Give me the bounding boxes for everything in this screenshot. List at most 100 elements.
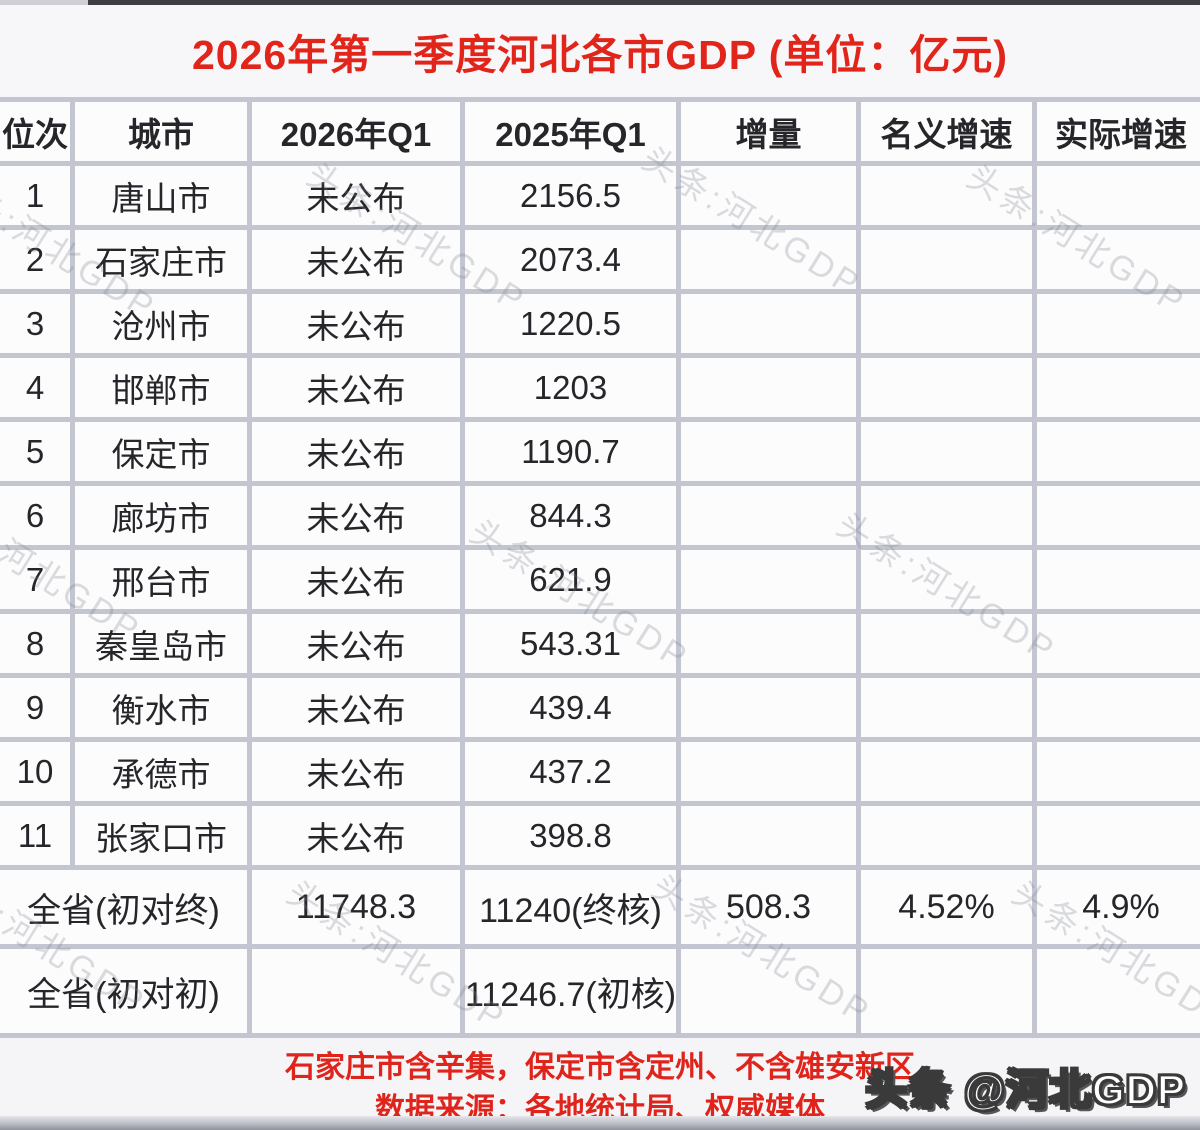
table-row: 4 邯郸市 未公布 1203: [0, 353, 1200, 422]
q2025-cell: 398.8: [460, 801, 681, 870]
rank-cell: 10: [0, 737, 75, 806]
city-cell: 邢台市: [70, 545, 252, 614]
delta-cell: [676, 737, 861, 806]
table-row: 5 保定市 未公布 1190.7: [0, 417, 1200, 486]
nominal-growth-cell: [856, 225, 1037, 294]
table-row: 6 廊坊市 未公布 844.3: [0, 481, 1200, 550]
real-growth-cell: [1032, 545, 1200, 614]
table-row: 8 秦皇岛市 未公布 543.31: [0, 609, 1200, 678]
real-growth-cell: [1032, 673, 1200, 742]
nominal-growth-cell: [856, 353, 1037, 422]
top-edge-bar: [0, 0, 1200, 5]
delta-cell: [676, 944, 861, 1038]
col-header-2026q1: 2026年Q1: [247, 97, 465, 166]
nominal-growth-cell: [856, 944, 1037, 1038]
q2025-cell: 2073.4: [460, 225, 681, 294]
real-growth-cell: [1032, 944, 1200, 1038]
city-cell: 承德市: [70, 737, 252, 806]
delta-cell: [676, 673, 861, 742]
table-row: 9 衡水市 未公布 439.4: [0, 673, 1200, 742]
nominal-growth-cell: [856, 417, 1037, 486]
q2025-cell: 844.3: [460, 481, 681, 550]
gdp-table: 位次 城市 2026年Q1 2025年Q1 增量 名义增速 实际增速 1 唐山市…: [0, 97, 1200, 1038]
real-growth-cell: [1032, 161, 1200, 230]
nominal-growth-cell: [856, 737, 1037, 806]
nominal-growth-cell: 4.52%: [856, 865, 1037, 949]
nominal-growth-cell: [856, 609, 1037, 678]
real-growth-cell: [1032, 481, 1200, 550]
rank-cell: 8: [0, 609, 75, 678]
q2025-cell: 11246.7(初核): [460, 944, 681, 1038]
city-cell: 廊坊市: [70, 481, 252, 550]
delta-cell: [676, 545, 861, 614]
nominal-growth-cell: [856, 673, 1037, 742]
q2025-cell: 11240(终核): [460, 865, 681, 949]
real-growth-cell: [1032, 609, 1200, 678]
col-header-rank: 位次: [0, 97, 75, 166]
q2025-cell: 2156.5: [460, 161, 681, 230]
q2026-cell: 11748.3: [247, 865, 465, 949]
col-header-real-growth: 实际增速: [1032, 97, 1200, 166]
rank-cell: 4: [0, 353, 75, 422]
q2026-cell: 未公布: [247, 673, 465, 742]
q2026-cell: 未公布: [247, 289, 465, 358]
city-cell: 沧州市: [70, 289, 252, 358]
real-growth-cell: [1032, 417, 1200, 486]
bottom-edge-bar: [0, 1116, 1200, 1130]
delta-cell: [676, 609, 861, 678]
header-row: 位次 城市 2026年Q1 2025年Q1 增量 名义增速 实际增速: [0, 97, 1200, 166]
q2026-cell: 未公布: [247, 481, 465, 550]
rank-cell: 2: [0, 225, 75, 294]
real-growth-cell: [1032, 225, 1200, 294]
q2025-cell: 621.9: [460, 545, 681, 614]
q2026-cell: 未公布: [247, 161, 465, 230]
city-cell: 保定市: [70, 417, 252, 486]
delta-cell: [676, 353, 861, 422]
col-header-nominal-growth: 名义增速: [856, 97, 1037, 166]
summary-row-province-prelim: 全省(初对初) 11246.7(初核): [0, 944, 1200, 1038]
q2025-cell: 1190.7: [460, 417, 681, 486]
q2026-cell: 未公布: [247, 225, 465, 294]
table-row: 10 承德市 未公布 437.2: [0, 737, 1200, 806]
city-cell: 秦皇岛市: [70, 609, 252, 678]
nominal-growth-cell: [856, 289, 1037, 358]
table-row: 7 邢台市 未公布 621.9: [0, 545, 1200, 614]
rank-cell: 11: [0, 801, 75, 870]
nominal-growth-cell: [856, 801, 1037, 870]
q2026-cell: [247, 944, 465, 1038]
q2026-cell: 未公布: [247, 737, 465, 806]
real-growth-cell: [1032, 737, 1200, 806]
real-growth-cell: 4.9%: [1032, 865, 1200, 949]
footnote-scope: 石家庄市含辛集，保定市含定州、不含雄安新区: [285, 1051, 915, 1084]
rank-cell: 1: [0, 161, 75, 230]
q2026-cell: 未公布: [247, 545, 465, 614]
city-cell: 张家口市: [70, 801, 252, 870]
q2025-cell: 543.31: [460, 609, 681, 678]
delta-cell: [676, 161, 861, 230]
nominal-growth-cell: [856, 161, 1037, 230]
city-cell: 邯郸市: [70, 353, 252, 422]
q2026-cell: 未公布: [247, 801, 465, 870]
rank-cell: 9: [0, 673, 75, 742]
city-cell: 唐山市: [70, 161, 252, 230]
summary-label-cell: 全省(初对初): [0, 944, 252, 1038]
rank-cell: 6: [0, 481, 75, 550]
q2025-cell: 439.4: [460, 673, 681, 742]
col-header-delta: 增量: [676, 97, 861, 166]
q2025-cell: 1220.5: [460, 289, 681, 358]
table-row: 2 石家庄市 未公布 2073.4: [0, 225, 1200, 294]
summary-row-province-final: 全省(初对终) 11748.3 11240(终核) 508.3 4.52% 4.…: [0, 865, 1200, 949]
col-header-city: 城市: [70, 97, 252, 166]
delta-cell: [676, 225, 861, 294]
city-cell: 衡水市: [70, 673, 252, 742]
table-row: 3 沧州市 未公布 1220.5: [0, 289, 1200, 358]
col-header-2025q1: 2025年Q1: [460, 97, 681, 166]
q2026-cell: 未公布: [247, 417, 465, 486]
delta-cell: [676, 289, 861, 358]
top-edge-notch: [0, 0, 88, 5]
delta-cell: 508.3: [676, 865, 861, 949]
title-band: 2026年第一季度河北各市GDP (单位：亿元): [0, 5, 1200, 97]
summary-label-cell: 全省(初对终): [0, 865, 252, 949]
table-row: 11 张家口市 未公布 398.8: [0, 801, 1200, 870]
